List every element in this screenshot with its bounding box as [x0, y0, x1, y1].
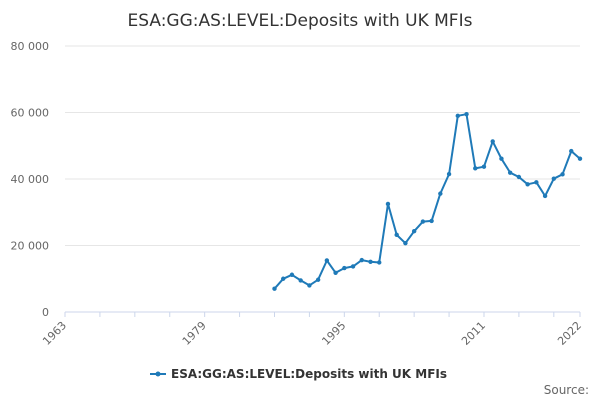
data-point[interactable] — [499, 156, 504, 161]
source-label: Source: — [544, 383, 589, 397]
data-point[interactable] — [298, 278, 303, 283]
data-point[interactable] — [281, 276, 286, 281]
data-point[interactable] — [333, 270, 338, 275]
data-point[interactable] — [411, 229, 417, 234]
data-point[interactable] — [542, 193, 548, 199]
data-point[interactable] — [307, 283, 312, 288]
data-point[interactable] — [455, 113, 460, 119]
legend[interactable]: ESA:GG:AS:LEVEL:Deposits with UK MFIs — [150, 367, 447, 381]
data-point[interactable] — [429, 218, 434, 224]
data-point[interactable] — [560, 172, 565, 177]
data-point[interactable] — [359, 257, 364, 263]
chart-title: ESA:GG:AS:LEVEL:Deposits with UK MFIs — [128, 11, 473, 31]
data-point[interactable] — [473, 166, 478, 171]
data-point[interactable] — [289, 272, 295, 277]
data-point[interactable] — [490, 139, 495, 144]
data-point[interactable] — [350, 264, 356, 269]
grid-lines — [65, 45, 580, 246]
data-point[interactable] — [464, 111, 469, 117]
data-point[interactable] — [481, 164, 487, 169]
data-point[interactable] — [385, 201, 391, 207]
y-axis-ticks: 0 20 000 40 000 60 000 80 000 — [11, 40, 50, 319]
data-point[interactable] — [324, 258, 330, 263]
data-point[interactable] — [315, 277, 321, 282]
data-point[interactable] — [272, 286, 277, 291]
x-tick-label: 2011 — [459, 319, 488, 348]
data-point[interactable] — [394, 232, 399, 238]
data-point[interactable] — [403, 240, 408, 246]
data-point[interactable] — [420, 219, 426, 224]
y-tick-label: 60 000 — [11, 107, 50, 120]
y-tick-label: 20 000 — [11, 240, 50, 253]
y-tick-label: 80 000 — [11, 40, 50, 53]
x-tick-label: 1963 — [40, 319, 69, 348]
legend-label[interactable]: ESA:GG:AS:LEVEL:Deposits with UK MFIs — [171, 367, 447, 381]
data-point[interactable] — [551, 176, 557, 181]
series-line[interactable] — [273, 113, 581, 290]
x-axis-ticks: 1963 1979 1995 2011 2022 — [40, 312, 584, 348]
x-tick-label: 2022 — [555, 319, 584, 348]
data-point[interactable] — [342, 265, 347, 271]
data-point[interactable] — [507, 170, 513, 175]
data-point[interactable] — [438, 191, 443, 196]
data-point[interactable] — [577, 156, 583, 161]
data-point[interactable] — [569, 148, 574, 154]
y-tick-label: 40 000 — [11, 173, 50, 186]
data-point[interactable] — [525, 182, 530, 187]
data-point[interactable] — [446, 171, 452, 177]
y-tick-label: 0 — [42, 306, 49, 319]
legend-marker — [155, 371, 161, 377]
data-point[interactable] — [516, 174, 522, 180]
series-group — [272, 111, 583, 291]
x-tick-label: 1979 — [180, 319, 209, 348]
data-point[interactable] — [368, 259, 373, 264]
data-point[interactable] — [377, 260, 382, 265]
x-tick-label: 1995 — [319, 319, 348, 348]
data-point[interactable] — [534, 180, 539, 185]
